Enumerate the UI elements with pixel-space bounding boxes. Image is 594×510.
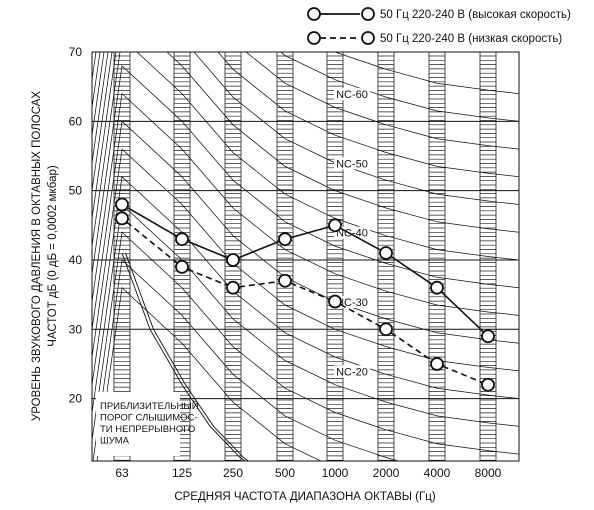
x-tick-labels: 63 125 250 500 1000 2000 4000 8000 bbox=[115, 466, 501, 480]
nc-curve bbox=[92, 52, 519, 178]
series-point bbox=[175, 259, 189, 274]
series-line-segment bbox=[442, 365, 483, 384]
nc-curve bbox=[92, 176, 519, 399]
y-tick-label: 20 bbox=[69, 392, 83, 406]
nc-curve bbox=[92, 259, 401, 461]
x-tick-label: 1000 bbox=[322, 466, 349, 480]
nc-label-bg bbox=[334, 365, 370, 378]
legend-entry: 50 Гц 220-240 В (высокая скорость) bbox=[307, 7, 571, 21]
series-point bbox=[430, 280, 444, 295]
nc-label-bg bbox=[334, 157, 370, 170]
plot-frame bbox=[91, 51, 520, 462]
x-tick-label: 63 bbox=[115, 466, 129, 480]
legend-label: 50 Гц 220-240 В (высокая скорость) bbox=[380, 9, 571, 21]
y-tick-label: 40 bbox=[69, 253, 83, 267]
series-point bbox=[175, 232, 189, 247]
legend-marker bbox=[307, 7, 321, 21]
series-point bbox=[328, 218, 342, 233]
x-axis-title: СРЕДНЯЯ ЧАСТОТА ДИАПАЗОНА ОКТАВЫ (Гц) bbox=[174, 491, 435, 503]
threshold-note-box bbox=[96, 392, 180, 456]
legend-marker bbox=[361, 31, 375, 45]
legend-entry: 50 Гц 220-240 В (низкая скорость) bbox=[307, 31, 562, 45]
series-line-segment bbox=[390, 255, 433, 285]
nc-label: NC-60 bbox=[336, 89, 368, 101]
nc-curve bbox=[92, 203, 519, 427]
nc-curve bbox=[92, 52, 519, 205]
series-point bbox=[328, 294, 342, 309]
series-point bbox=[226, 280, 240, 295]
nc-curve bbox=[92, 52, 519, 94]
nc-curve bbox=[92, 52, 519, 122]
nc-curves bbox=[92, 52, 519, 461]
nc-curve bbox=[92, 65, 519, 289]
series-line-segment bbox=[126, 221, 178, 264]
threshold-note-line: ПРИБЛИЗИТЕЛЬНЫЙ bbox=[100, 400, 199, 412]
series-point bbox=[481, 329, 495, 344]
hearing-threshold-curve bbox=[125, 252, 250, 461]
legend-marker bbox=[307, 31, 321, 45]
horizontal-gridlines bbox=[92, 120, 519, 400]
series-line-segment bbox=[390, 332, 433, 362]
x-tick-label: 500 bbox=[275, 466, 295, 480]
x-tick-label: 8000 bbox=[475, 466, 502, 480]
series-point bbox=[379, 246, 393, 260]
x-tick-label: 125 bbox=[172, 466, 192, 480]
series-point bbox=[115, 197, 129, 212]
nc-curve bbox=[92, 52, 519, 150]
y-tick-label: 70 bbox=[69, 45, 83, 59]
series-2 bbox=[115, 211, 495, 392]
series-line-segment bbox=[339, 303, 382, 328]
nc-curve bbox=[92, 120, 519, 344]
series-line-segment bbox=[238, 280, 280, 288]
series-line-segment bbox=[126, 206, 178, 237]
y-tick-labels: 20 30 40 50 60 70 bbox=[69, 45, 83, 406]
legend: 50 Гц 220-240 В (высокая скорость) 50 Гц … bbox=[307, 7, 571, 45]
series-1 bbox=[115, 197, 495, 344]
series-line-segment bbox=[290, 226, 330, 239]
x-tick-label: 250 bbox=[223, 466, 243, 480]
series-point bbox=[115, 211, 129, 226]
nc-label-bg bbox=[334, 88, 370, 101]
data-series bbox=[115, 197, 495, 392]
series-line-segment bbox=[290, 282, 330, 301]
series-line-segment bbox=[187, 240, 228, 259]
legend-label: 50 Гц 220-240 В (низкая скорость) bbox=[380, 33, 562, 45]
series-point bbox=[226, 253, 240, 267]
nc-curve bbox=[96, 286, 322, 461]
nc-curve bbox=[92, 92, 519, 316]
y-axis-title-line1: УРОВЕНЬ ЗВУКОВОГО ДАВЛЕНИЯ В ОКТАВНЫХ ПО… bbox=[31, 91, 43, 421]
threshold-note-line: ШУМА bbox=[100, 436, 130, 447]
threshold-note-line: ПОРОГ СЛЫШИМОС- bbox=[100, 413, 198, 424]
x-tick-label: 4000 bbox=[424, 466, 451, 480]
series-point bbox=[278, 273, 292, 288]
nc-curve bbox=[92, 52, 519, 261]
nc-label: NC-20 bbox=[336, 366, 368, 378]
nc-curve bbox=[92, 148, 519, 372]
nc-curve bbox=[92, 52, 519, 233]
series-line-segment bbox=[238, 240, 280, 259]
hearing-threshold-curve bbox=[121, 252, 246, 461]
series-point bbox=[481, 377, 495, 392]
y-tick-label: 60 bbox=[69, 114, 83, 128]
legend-marker bbox=[361, 7, 375, 21]
series-point bbox=[278, 232, 292, 247]
x-tick-label: 2000 bbox=[373, 466, 400, 480]
y-tick-label: 50 bbox=[69, 184, 83, 198]
series-line-segment bbox=[440, 291, 485, 333]
band-column bbox=[428, 52, 446, 461]
series-point bbox=[430, 357, 444, 371]
nc-label: NC-50 bbox=[336, 158, 368, 170]
threshold-note-line: ТИ НЕПРЕРЫВНОГО bbox=[100, 424, 195, 435]
series-line-segment bbox=[187, 268, 228, 287]
y-axis-title-line2: ЧАСТОТ дБ (0 дБ = 0,0002 мкбар) bbox=[47, 165, 59, 347]
band-column bbox=[326, 52, 344, 461]
series-line-segment bbox=[339, 227, 382, 251]
y-tick-label: 30 bbox=[69, 322, 83, 336]
series-point bbox=[379, 322, 393, 337]
